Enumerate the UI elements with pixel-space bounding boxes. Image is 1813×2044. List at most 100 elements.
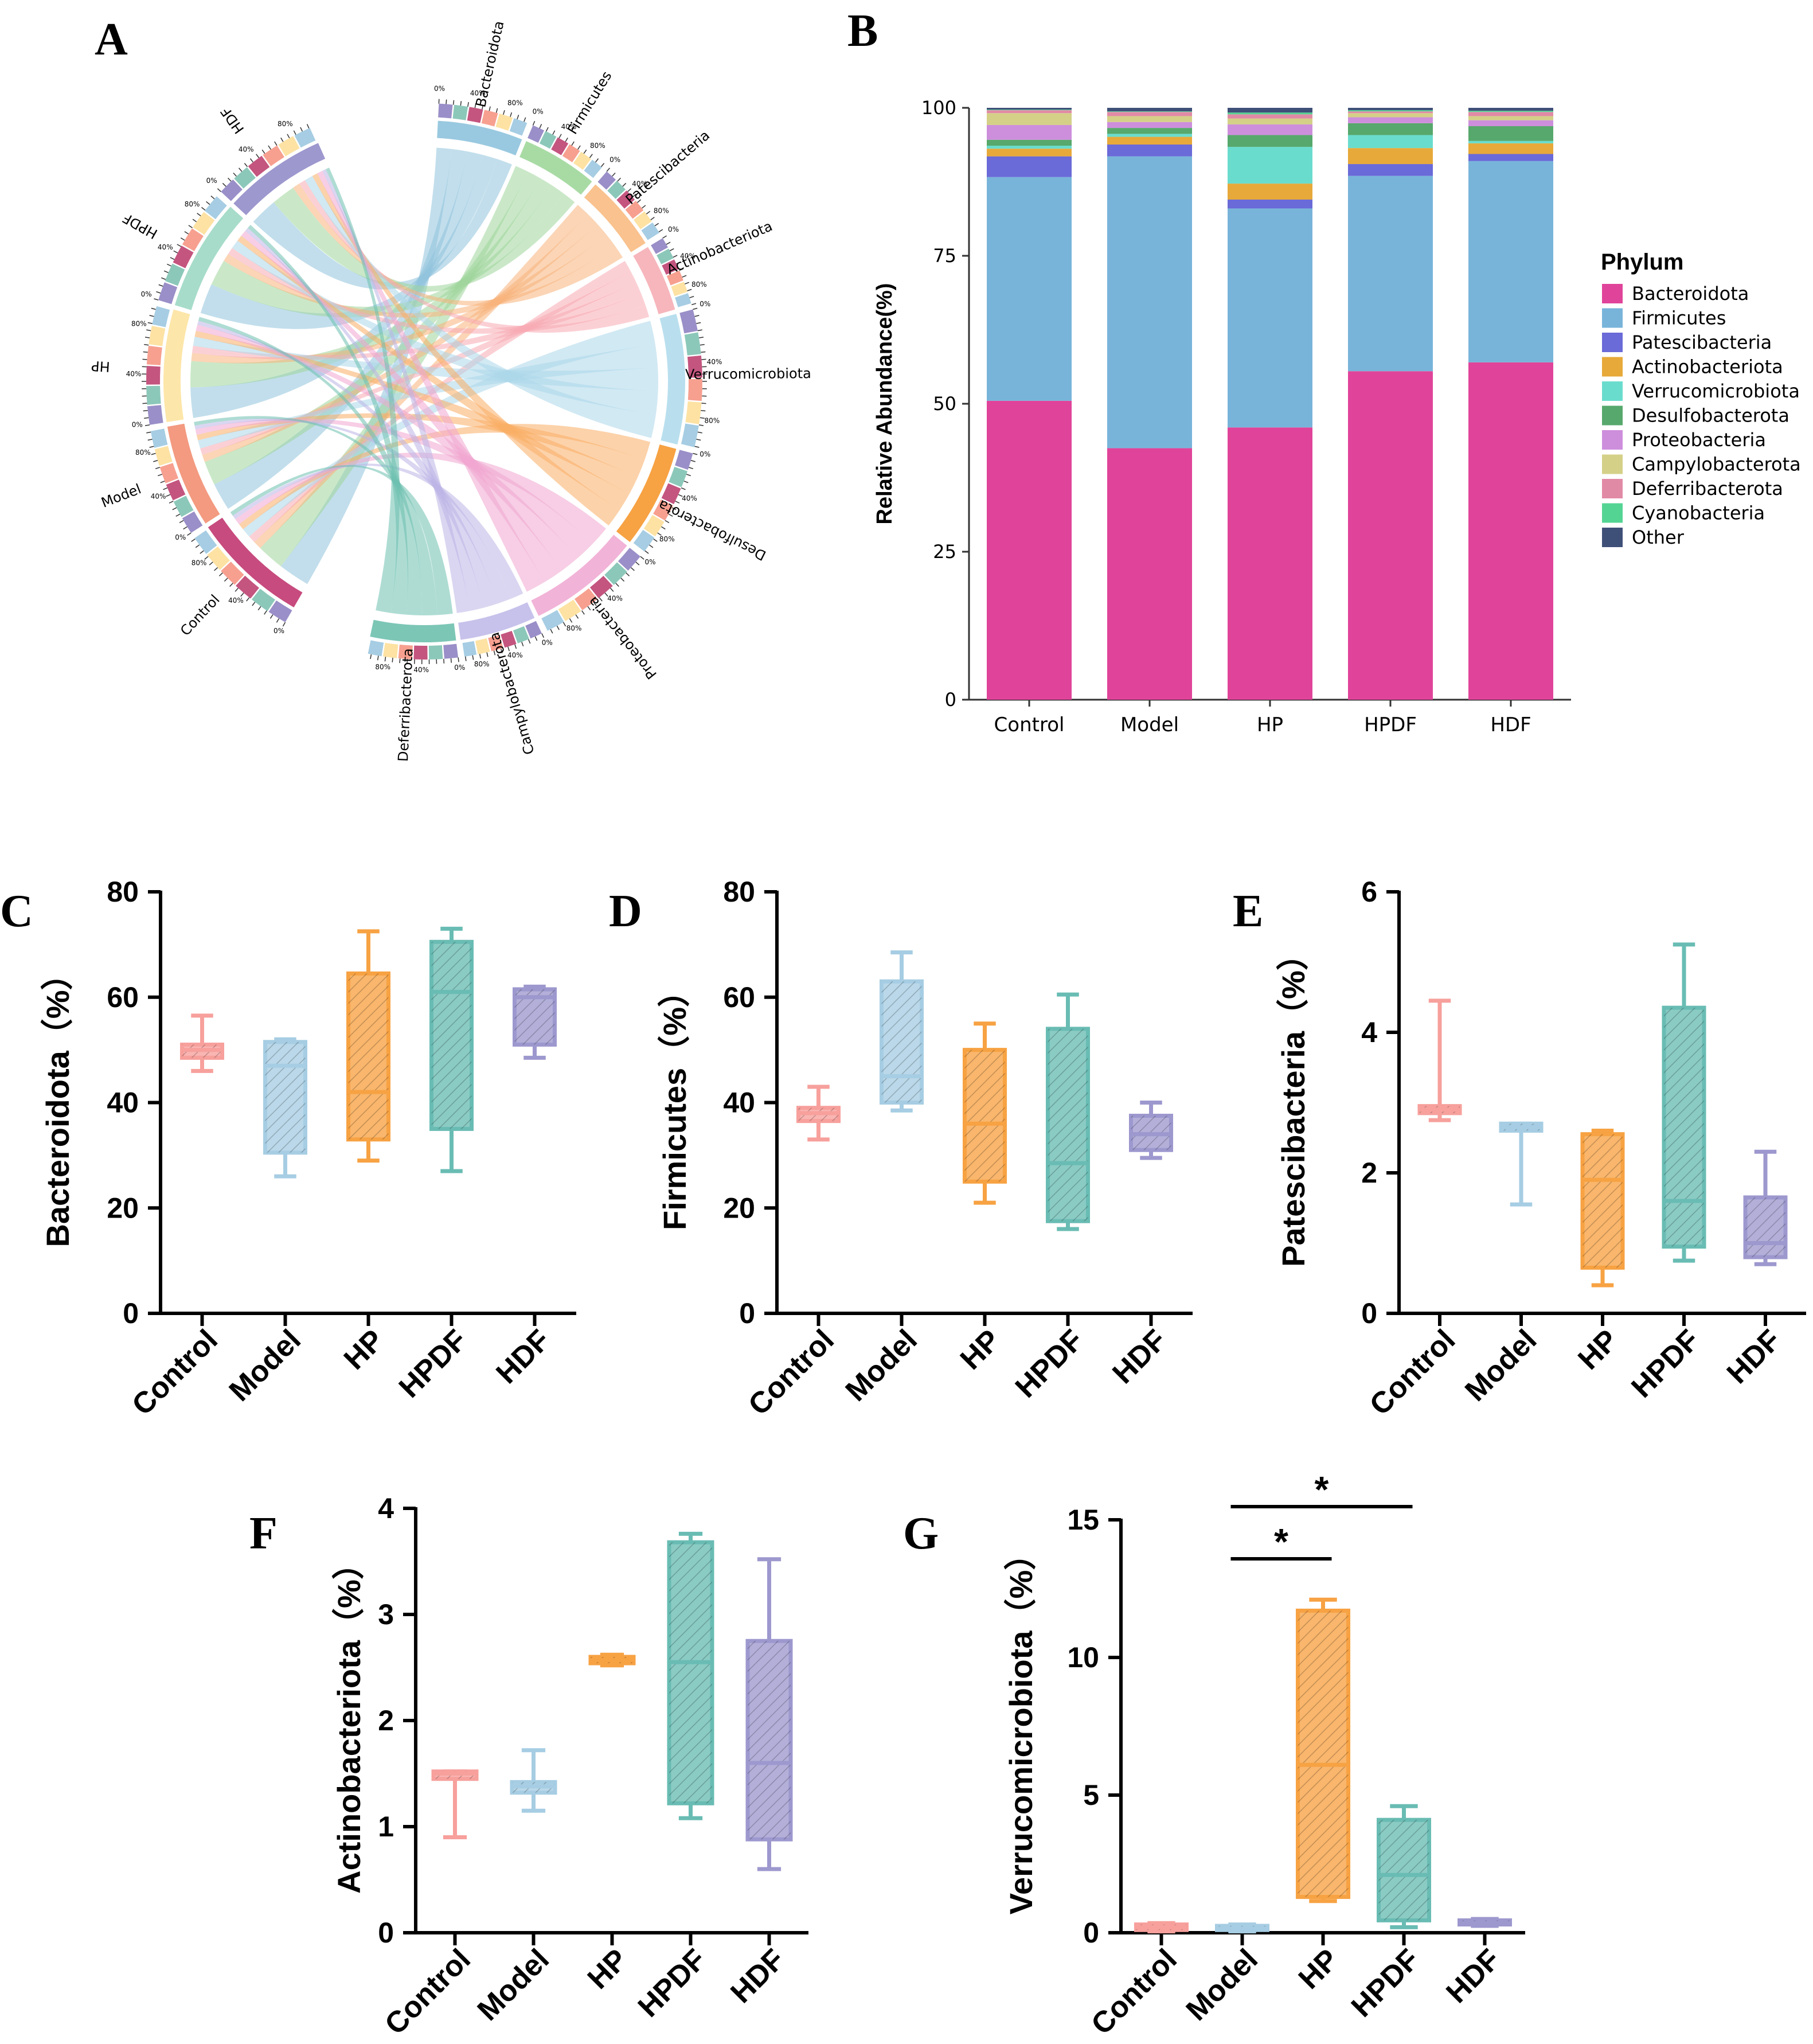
panel-letter-a: A — [95, 14, 128, 65]
panel-letter-g: G — [903, 1508, 939, 1559]
chord-tick — [503, 110, 505, 115]
chord-tick — [534, 636, 538, 641]
x-tick-label: HDF — [1490, 713, 1531, 736]
legend-label: Proteobacteria — [1632, 429, 1766, 451]
chord-tick-label: 80% — [185, 200, 200, 208]
chord-tick — [306, 124, 310, 128]
chord-tick — [653, 539, 658, 542]
x-tick-label: HP — [1572, 1323, 1624, 1376]
chord-tick — [627, 188, 632, 192]
chord-arc — [633, 247, 675, 314]
box-hatch — [431, 942, 472, 1129]
x-tick-label: Control — [1085, 1942, 1183, 2041]
x-tick-label: Control — [378, 1942, 477, 2041]
chord-ribbon — [326, 167, 400, 613]
panel-letter-f: F — [249, 1508, 278, 1559]
chord-stack-segment — [173, 245, 194, 268]
chord-stack-segment — [475, 638, 490, 654]
chord-tick — [669, 248, 674, 251]
chord-tick-label: 0% — [206, 177, 217, 185]
chord-stack-segment — [154, 446, 173, 466]
chord-tick — [575, 614, 579, 619]
chord-tick-label: 80% — [375, 663, 390, 671]
y-tick-label: 60 — [107, 981, 139, 1013]
y-axis-title: Relative Abundance(%) — [873, 283, 897, 525]
x-tick-label: Model — [471, 1942, 556, 2027]
chord-tick — [282, 622, 286, 627]
chord-tick — [587, 606, 591, 611]
chord-tick — [583, 149, 587, 154]
panel-letter-e: E — [1233, 886, 1263, 937]
chord-tick — [675, 501, 680, 504]
chord-ribbon — [196, 413, 645, 478]
bar-segment — [1107, 134, 1192, 137]
panel-letter-d: D — [609, 886, 642, 937]
chord-tick — [210, 195, 215, 200]
chord-tick — [661, 526, 666, 530]
chord-tick — [682, 275, 687, 278]
chord-tick — [191, 539, 196, 542]
chord-tick — [206, 201, 210, 205]
x-tick-label: Control — [126, 1323, 224, 1422]
bar-segment — [987, 400, 1072, 700]
bar-segment — [1348, 135, 1433, 149]
chord-tick-label: 40% — [151, 493, 166, 501]
box-hatch — [1298, 1610, 1349, 1897]
legend-swatch — [1602, 381, 1623, 401]
chord-ribbon — [200, 154, 498, 329]
chord-tick-label: 80% — [566, 625, 582, 633]
chord-arc — [616, 444, 677, 543]
x-tick-label: Model — [1180, 1942, 1264, 2027]
y-tick-label: 20 — [107, 1192, 139, 1224]
bar-segment — [1348, 117, 1433, 123]
chord-tick-label: 80% — [654, 206, 669, 214]
chord-tick — [458, 657, 459, 662]
chord-tick-label: 40% — [228, 596, 244, 604]
chord-ribbon — [322, 169, 471, 614]
chord-tick — [183, 526, 187, 530]
chord-tick — [507, 646, 510, 652]
chord-label: Verrucomicrobiota — [685, 365, 811, 383]
chord-arc — [163, 309, 190, 423]
chord-stack-segment — [234, 167, 256, 189]
chord-tick — [200, 550, 204, 554]
chord-tick-label: 80% — [192, 559, 207, 567]
y-tick-label: 40 — [107, 1087, 139, 1119]
chord-tick — [558, 134, 562, 139]
chord-arc — [584, 184, 646, 252]
chord-stack-segment — [513, 626, 529, 643]
chord-tick — [261, 149, 265, 154]
chord-stack-segment — [671, 282, 688, 297]
chord-tick — [482, 104, 484, 110]
x-tick-label: HDF — [1106, 1323, 1173, 1390]
chord-tick-label: 0% — [644, 558, 655, 566]
box-hatch — [348, 973, 389, 1140]
y-tick-label: 0 — [1361, 1297, 1377, 1329]
chord-tick-label: 80% — [590, 142, 605, 150]
chord-tick — [149, 315, 154, 317]
chord-stack-segment — [182, 511, 203, 533]
chord-tick — [151, 307, 156, 310]
chord-tick — [192, 219, 197, 223]
bar-segment — [1348, 175, 1433, 372]
chord-tick — [238, 167, 243, 172]
chord-tick — [615, 583, 619, 587]
bar-segment — [1348, 371, 1433, 700]
chord-arc — [233, 143, 326, 216]
chord-tick — [257, 606, 261, 611]
legend-title: Phylum — [1601, 249, 1683, 275]
chord-tick — [691, 303, 697, 306]
chord-tick — [696, 322, 701, 324]
chord-tick — [246, 597, 250, 602]
y-tick-label: 4 — [378, 1492, 394, 1524]
x-tick-label: HDF — [1721, 1323, 1788, 1390]
chord-tick — [392, 657, 393, 662]
chord-arc — [531, 535, 627, 616]
chord-tick — [214, 567, 218, 571]
chord-tick-label: 80% — [474, 660, 490, 668]
chord-stack-segment — [146, 385, 161, 405]
chord-tick-label: 0% — [668, 225, 679, 233]
chord-tick — [167, 263, 171, 267]
chord-tick-label: 40% — [607, 595, 623, 603]
bar-segment — [987, 110, 1072, 114]
